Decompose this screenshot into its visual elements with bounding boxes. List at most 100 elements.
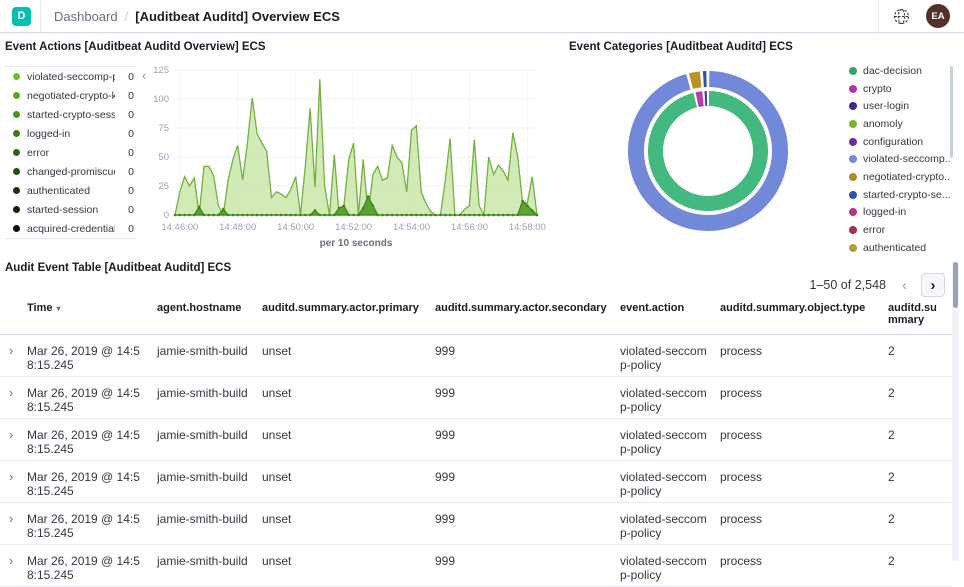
legend-item[interactable]: error (849, 221, 951, 239)
legend-item[interactable]: negotiated-crypto... (849, 168, 951, 186)
legend-item[interactable]: started-crypto-se... (849, 186, 951, 204)
app-logo[interactable]: D (12, 6, 31, 26)
svg-text:25: 25 (158, 181, 169, 192)
legend-item[interactable]: crypto (849, 80, 951, 98)
table-cell-action: violated-seccomp-policy (620, 386, 707, 414)
legend-item[interactable]: acquired-credentials 0 (5, 219, 137, 238)
legend-item-label: started-crypto-sessi... (27, 108, 115, 121)
legend-item[interactable]: dac-decision (849, 62, 951, 80)
legend-dot-icon (849, 84, 857, 93)
table-cell-actor_primary: unset (262, 386, 292, 400)
table-column-header[interactable]: Time ▾ (27, 302, 61, 314)
donut-segment-dac-decision[interactable] (647, 91, 768, 212)
breadcrumb: Dashboard / [Auditbeat Auditd] Overview … (54, 9, 340, 24)
legend-dot-icon (849, 172, 857, 181)
table-row: › Mar 26, 2019 @ 14:58:15.245 jamie-smith-… (0, 335, 952, 377)
table-cell-object_type: process (720, 386, 763, 400)
legend-item[interactable]: authenticated (849, 239, 951, 257)
table-cell-object_type: process (720, 470, 763, 484)
area-series-event-count[interactable] (174, 79, 538, 218)
donut-segment-negotiated-crypto-key[interactable] (689, 71, 702, 89)
legend-dot-icon (849, 137, 857, 146)
legend-item[interactable]: logged-in 0 (5, 124, 137, 143)
breadcrumb-separator: / (124, 8, 129, 24)
table-column-header[interactable]: event.action (620, 302, 685, 314)
legend-item-label: changed-promiscuo... (27, 165, 115, 178)
legend-item-label: error (863, 224, 886, 237)
legend-item[interactable]: started-crypto-sessi... 0 (5, 105, 137, 124)
audit-table-panel-title: Audit Event Table [Auditbeat Auditd] ECS (5, 262, 232, 274)
legend-item[interactable]: negotiated-crypto-key 0 (5, 86, 137, 105)
x-tick-label: 14:50:00 (277, 222, 314, 233)
table-cell-object_type: process (720, 554, 763, 568)
legend-item[interactable]: user-login (849, 97, 951, 115)
table-column-header[interactable]: auditd.summary (888, 302, 937, 326)
table-cell-actor_secondary: 999 (435, 512, 456, 526)
table-column-header[interactable]: auditd.summary.actor.secondary (435, 302, 607, 314)
legend-item[interactable]: error 0 (5, 143, 137, 162)
user-avatar-initials: EA (931, 10, 945, 22)
legend-dot-icon (13, 149, 20, 156)
legend-item[interactable]: changed-promiscuo... 0 (5, 162, 137, 181)
legend-item-value: 0 (128, 222, 134, 235)
legend-item[interactable]: started-session 0 (5, 200, 137, 219)
event-categories-donut-chart[interactable] (613, 60, 803, 242)
breadcrumb-dashboard-link[interactable]: Dashboard (54, 8, 118, 24)
table-scrollbar-thumb[interactable] (953, 262, 958, 308)
legend-item-label: logged-in (27, 127, 71, 140)
table-cell-actor_primary: unset (262, 344, 292, 358)
legend-collapse-button[interactable]: ‹ (142, 68, 147, 83)
legend-item[interactable]: violated-seccomp... (849, 150, 951, 168)
table-cell-action: violated-seccomp-policy (620, 344, 707, 372)
row-expand-button[interactable]: › (0, 545, 27, 568)
table-column-header[interactable]: auditd.summary.actor.primary (262, 302, 419, 314)
legend-item-label: logged-in (863, 206, 907, 219)
legend-item-value: 0 (128, 184, 134, 197)
legend-item[interactable]: configuration (849, 133, 951, 151)
svg-text:100: 100 (153, 94, 169, 105)
legend-item[interactable]: logged-in (849, 204, 951, 222)
event-categories-panel-title: Event Categories [Auditbeat Auditd] ECS (569, 41, 793, 53)
table-cell-actor_primary: unset (262, 428, 292, 442)
legend-item-label: violated-seccomp... (863, 153, 951, 166)
legend-dot-icon (13, 130, 20, 137)
user-avatar[interactable]: EA (926, 4, 950, 28)
event-actions-area-chart[interactable]: 0 25 50 75 100 125 14:46:00 14:48:00 14:50:00 14:… (140, 56, 550, 250)
table-column-header[interactable]: agent.hostname (157, 302, 242, 314)
x-tick-label: 14:48:00 (219, 222, 256, 233)
table-cell-object_type: process (720, 344, 763, 358)
legend-dot-icon (849, 102, 857, 111)
legend-item-label: started-crypto-se... (863, 188, 951, 201)
table-cell-hostname: jamie-smith-build (157, 554, 248, 568)
legend-item[interactable]: authenticated 0 (5, 181, 137, 200)
table-cell-object_type: process (720, 512, 763, 526)
legend-item[interactable]: violated-seccomp-p... 0 (5, 67, 137, 86)
pagination-prev-button[interactable]: ‹ (896, 276, 913, 295)
legend-item-label: negotiated-crypto... (863, 170, 951, 183)
legend-scrollbar[interactable] (950, 66, 953, 158)
donut-segment-crypto[interactable] (695, 91, 704, 107)
legend-item[interactable]: anomoly (849, 115, 951, 133)
table-pagination: 1–50 of 2,548 ‹ › (640, 272, 945, 298)
x-tick-label: 14:52:00 (335, 222, 372, 233)
table-column-header[interactable]: auditd.summary.object.type (720, 302, 866, 314)
globe-icon[interactable] (893, 8, 910, 25)
donut-segment-user-login[interactable] (704, 91, 708, 107)
table-scrollbar[interactable] (952, 262, 959, 561)
legend-item-label: configuration (863, 135, 924, 148)
table-cell-summary: 2 (888, 428, 895, 442)
legend-item-label: crypto (863, 82, 892, 95)
row-expand-button[interactable]: › (0, 419, 27, 442)
legend-item-value: 0 (128, 165, 134, 178)
x-tick-label: 14:46:00 (161, 222, 198, 233)
legend-dot-icon (13, 92, 20, 99)
legend-item-label: anomoly (863, 117, 903, 130)
donut-segment-started-crypto-session[interactable] (702, 71, 707, 88)
row-expand-button[interactable]: › (0, 335, 27, 358)
row-expand-button[interactable]: › (0, 377, 27, 400)
pagination-next-button[interactable]: › (921, 273, 945, 297)
legend-dot-icon (13, 73, 20, 80)
row-expand-button[interactable]: › (0, 461, 27, 484)
row-expand-button[interactable]: › (0, 503, 27, 526)
table-cell-time: Mar 26, 2019 @ 14:58:15.245 (27, 344, 140, 372)
